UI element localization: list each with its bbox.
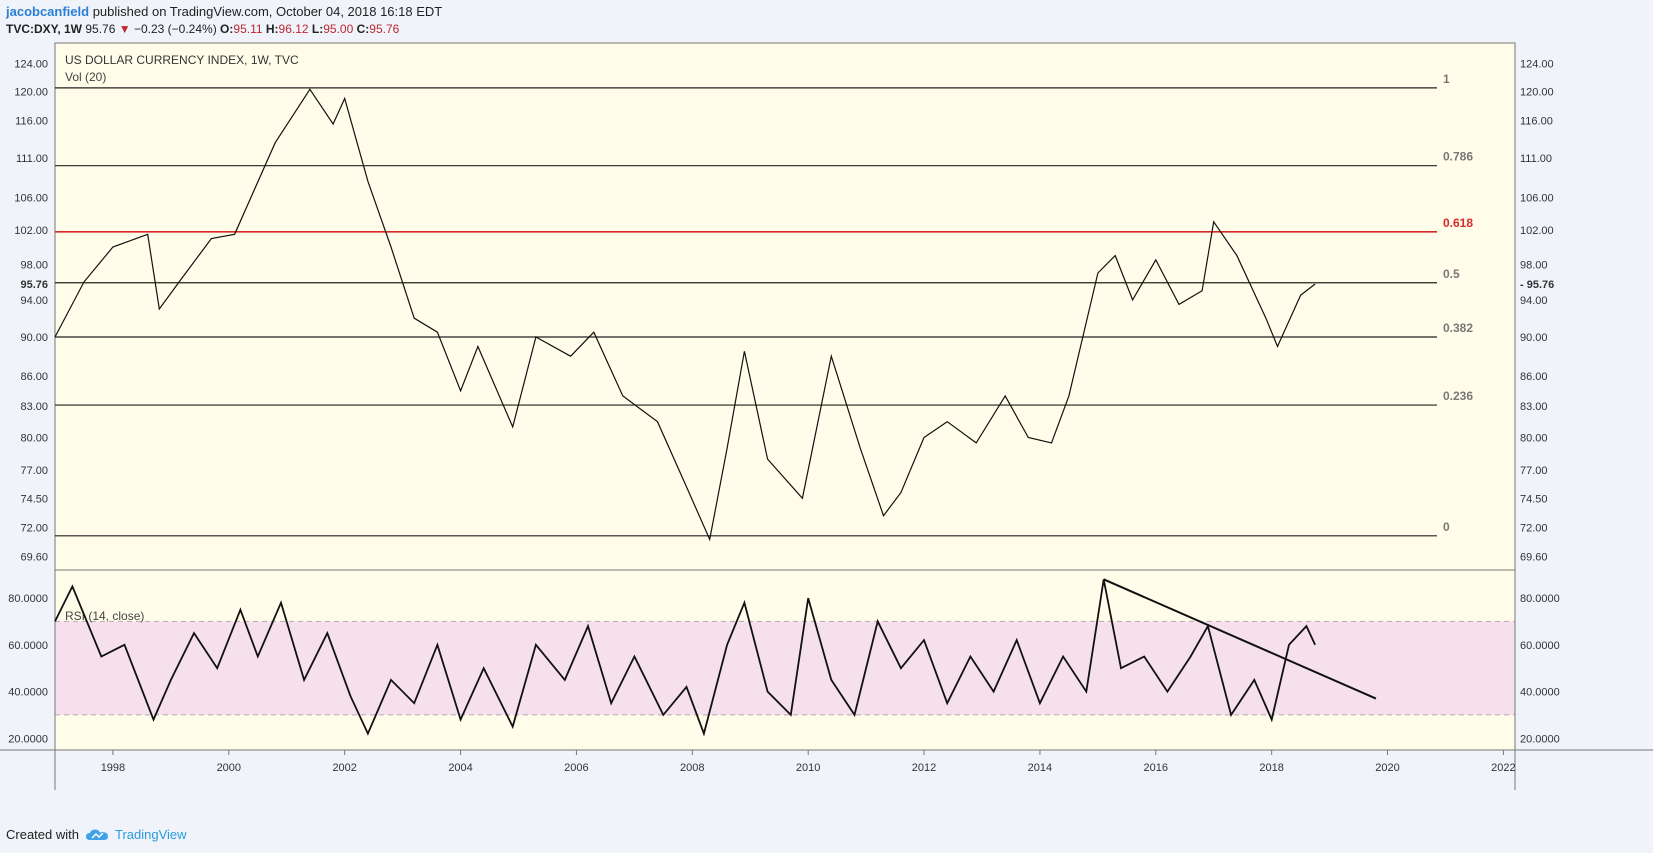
price-tick-right: 90.00 xyxy=(1520,332,1548,344)
fib-level-label: 0.236 xyxy=(1443,389,1473,403)
publish-line: jacobcanfield published on TradingView.c… xyxy=(6,4,442,19)
x-tick-label: 2008 xyxy=(680,762,704,774)
down-arrow-icon: ▼ xyxy=(118,22,131,36)
chart-title: US DOLLAR CURRENCY INDEX, 1W, TVC xyxy=(65,53,299,67)
symbol-ohlc-line: TVC:DXY, 1W 95.76 ▼ −0.23 (−0.24%) O:95.… xyxy=(6,22,399,36)
x-tick-label: 2022 xyxy=(1491,762,1515,774)
last-value: 95.76 xyxy=(85,22,116,36)
price-tick-left: 120.00 xyxy=(14,86,48,98)
price-tick-right: 80.00 xyxy=(1520,433,1548,445)
rsi-tick-left: 40.0000 xyxy=(8,687,48,699)
x-tick-label: 2000 xyxy=(217,762,241,774)
price-tick-right: 86.00 xyxy=(1520,371,1548,383)
price-series-line xyxy=(54,88,1316,542)
last-price-tick-right: - 95.76 xyxy=(1520,279,1554,291)
price-tick-right: 72.00 xyxy=(1520,522,1548,534)
rsi-tick-left: 20.0000 xyxy=(8,733,48,745)
fib-level-label: 0.382 xyxy=(1443,321,1473,335)
price-tick-left: 86.00 xyxy=(20,371,48,383)
rsi-tick-right: 80.0000 xyxy=(1520,593,1560,605)
low-value: 95.00 xyxy=(323,22,354,36)
price-tick-left: 80.00 xyxy=(20,433,48,445)
x-tick-label: 1998 xyxy=(101,762,125,774)
price-tick-left: 124.00 xyxy=(14,58,48,70)
change-value: −0.23 (−0.24%) xyxy=(133,22,217,36)
close-label: C: xyxy=(356,22,370,36)
rsi-tick-right: 20.0000 xyxy=(1520,733,1560,745)
price-tick-right: 124.00 xyxy=(1520,58,1554,70)
x-tick-label: 2010 xyxy=(796,762,820,774)
rsi-label: RSI (14, close) xyxy=(65,609,144,623)
price-tick-left: 111.00 xyxy=(16,153,48,165)
rsi-tick-left: 80.0000 xyxy=(8,593,48,605)
price-tick-left: 72.00 xyxy=(20,522,48,534)
fib-level-label: 0.618 xyxy=(1443,216,1473,230)
x-tick-label: 2018 xyxy=(1259,762,1283,774)
footer: Created with TradingView xyxy=(6,827,187,842)
open-value: 95.11 xyxy=(233,22,263,36)
price-tick-left: 102.00 xyxy=(14,225,48,237)
price-tick-left: 94.00 xyxy=(20,295,48,307)
cloud-icon xyxy=(85,829,108,840)
fib-level-label: 0.786 xyxy=(1443,150,1473,164)
fib-level-label: 0.5 xyxy=(1443,267,1460,281)
x-tick-label: 2016 xyxy=(1144,762,1168,774)
price-tick-left: 77.00 xyxy=(20,465,48,477)
price-tick-right: 83.00 xyxy=(1520,401,1548,413)
symbol-label: TVC:DXY, 1W xyxy=(6,22,83,36)
price-pane[interactable] xyxy=(54,42,1516,571)
x-tick-label: 2012 xyxy=(912,762,936,774)
close-value: 95.76 xyxy=(369,22,400,36)
author-link[interactable]: jacobcanfield xyxy=(6,4,90,19)
x-tick-label: 2014 xyxy=(1028,762,1052,774)
rsi-trendline[interactable] xyxy=(1103,578,1377,700)
price-tick-right: 69.60 xyxy=(1520,551,1548,563)
price-tick-left: 83.00 xyxy=(20,401,48,413)
rsi-tick-right: 40.0000 xyxy=(1520,687,1560,699)
fib-level-label: 1 xyxy=(1443,72,1450,86)
price-tick-right: 94.00 xyxy=(1520,295,1548,307)
publish-text: published on TradingView.com, October 04… xyxy=(89,4,443,19)
rsi-series-line xyxy=(54,579,1316,737)
price-tick-right: 77.00 xyxy=(1520,465,1548,477)
tradingview-link[interactable]: TradingView xyxy=(114,827,187,842)
created-with-text: Created with xyxy=(6,827,79,842)
price-tick-right: 98.00 xyxy=(1520,259,1548,271)
high-value: 96.12 xyxy=(278,22,309,36)
x-tick-label: 2020 xyxy=(1375,762,1399,774)
open-label: O: xyxy=(220,22,234,36)
low-label: L: xyxy=(311,22,324,36)
price-tick-right: 106.00 xyxy=(1520,192,1554,204)
last-price-tick-left: 95.76 xyxy=(20,279,48,291)
x-tick-label: 2006 xyxy=(564,762,588,774)
price-tick-left: 116.00 xyxy=(15,115,48,127)
rsi-band xyxy=(55,621,1515,715)
x-tick-label: 2002 xyxy=(332,762,356,774)
fib-level-label: 0 xyxy=(1443,520,1450,534)
high-label: H: xyxy=(265,22,279,36)
price-tick-left: 74.50 xyxy=(20,493,48,505)
x-tick-label: 2004 xyxy=(448,762,472,774)
price-tick-left: 69.60 xyxy=(20,551,48,563)
rsi-tick-left: 60.0000 xyxy=(8,640,48,652)
price-tick-left: 90.00 xyxy=(20,332,48,344)
price-tick-right: 120.00 xyxy=(1520,86,1554,98)
price-tick-right: 111.00 xyxy=(1520,153,1552,165)
price-tick-right: 74.50 xyxy=(1520,493,1548,505)
rsi-tick-right: 60.0000 xyxy=(1520,640,1560,652)
price-tick-left: 98.00 xyxy=(20,259,48,271)
price-tick-right: 102.00 xyxy=(1520,225,1554,237)
volume-indicator-label: Vol (20) xyxy=(65,70,106,84)
price-tick-right: 116.00 xyxy=(1520,115,1553,127)
price-tick-left: 106.00 xyxy=(14,192,48,204)
